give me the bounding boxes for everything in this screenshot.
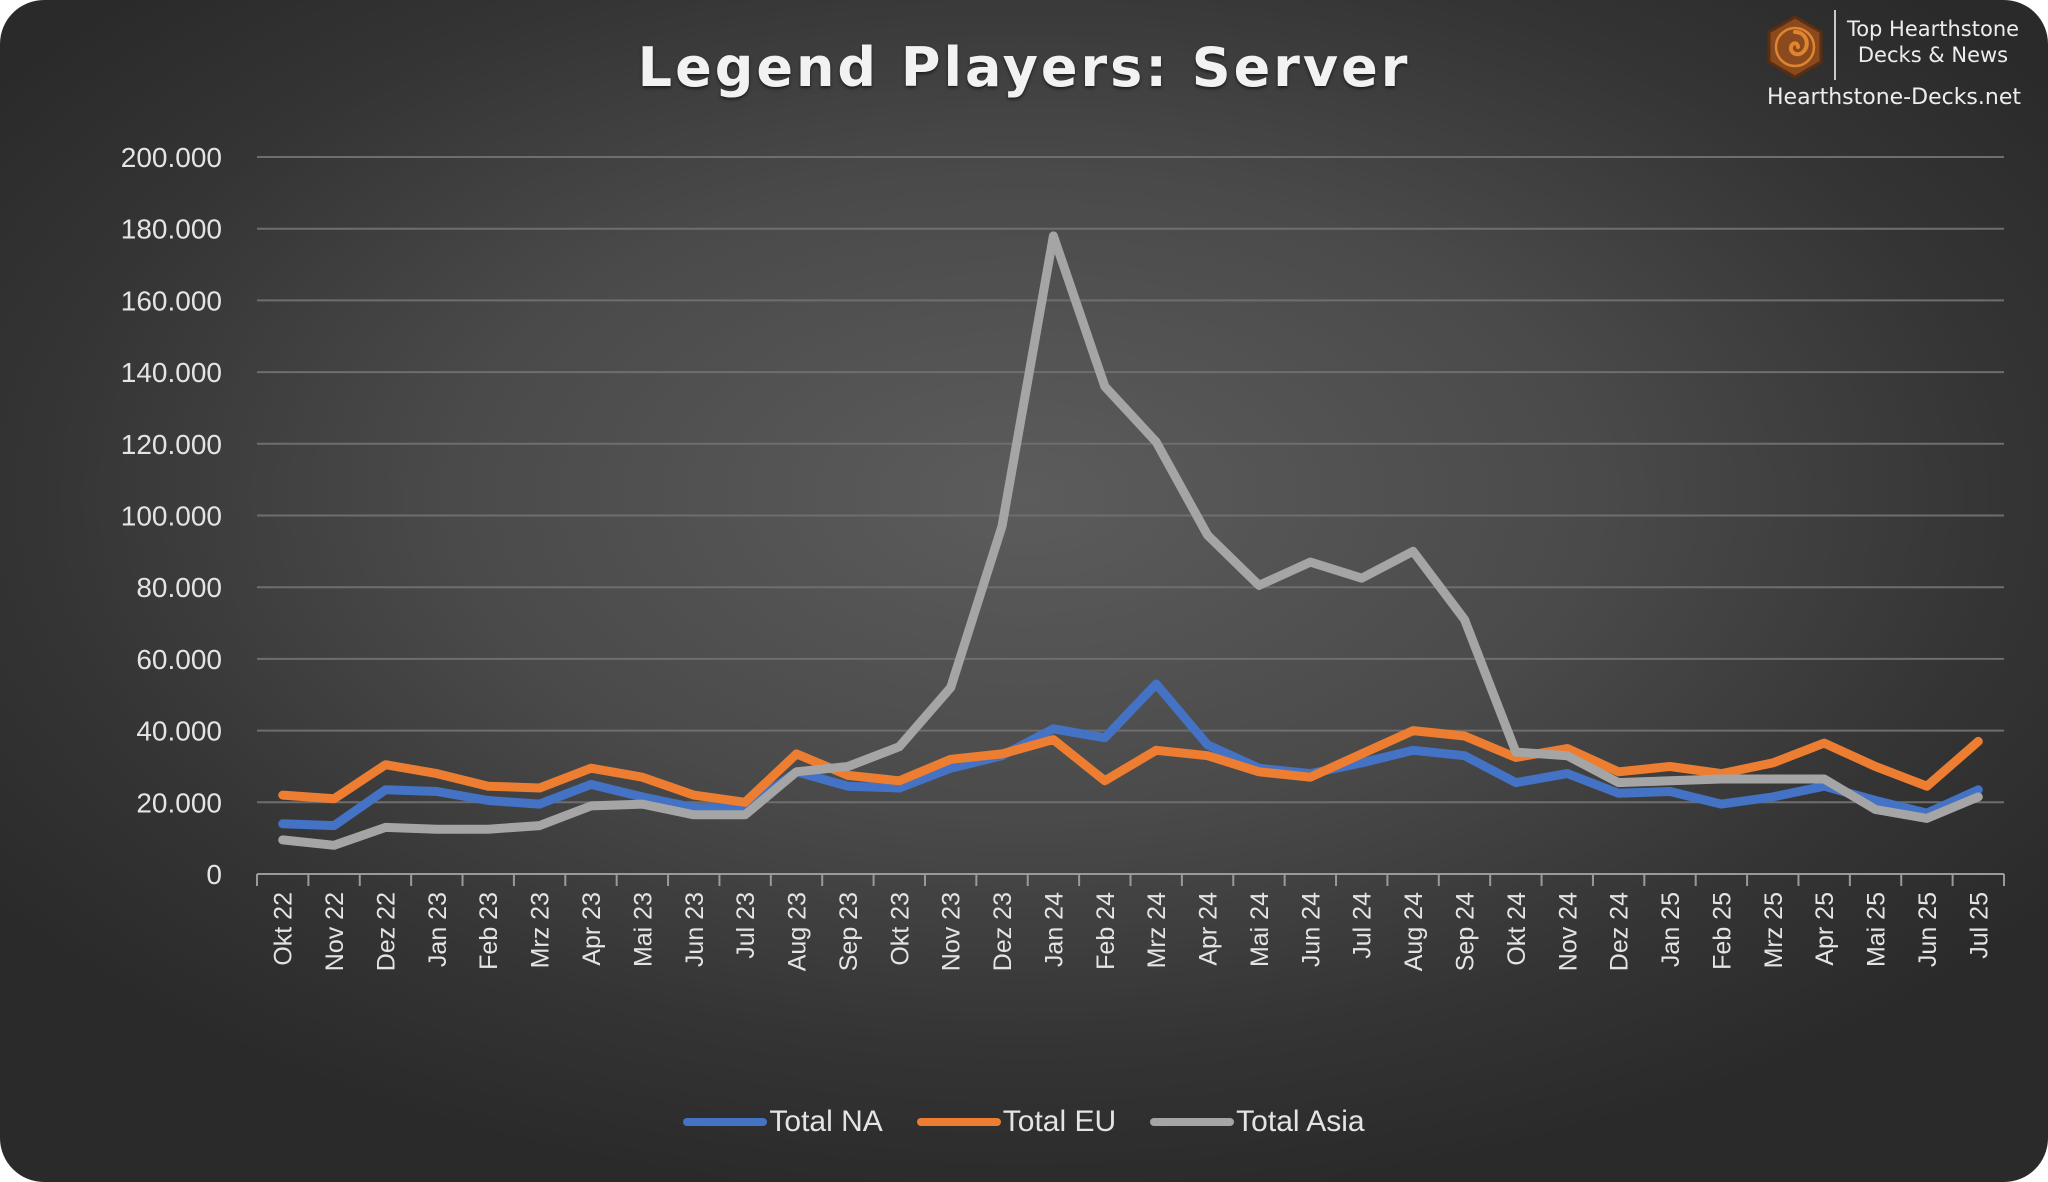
y-tick-label: 80.000	[136, 572, 222, 603]
x-axis	[256, 873, 2005, 886]
series-line-total-asia	[278, 231, 1983, 850]
y-tick-label: 120.000	[121, 429, 222, 460]
x-tick-label: Feb 23	[475, 892, 503, 970]
x-tick-label: Nov 24	[1554, 892, 1582, 971]
y-tick-label: 100.000	[121, 501, 222, 532]
logo-tagline-1: Top Hearthstone	[1846, 17, 2020, 41]
y-tick-label: 140.000	[121, 357, 222, 388]
x-tick-label: Mai 24	[1246, 892, 1274, 967]
x-tick-label: Apr 24	[1195, 892, 1223, 966]
y-tick-label: 0	[206, 859, 222, 890]
x-tick-label: Aug 24	[1400, 892, 1428, 971]
x-tick-label: Jan 23	[424, 892, 452, 967]
logo-divider	[1834, 10, 1836, 80]
x-tick-label: Jun 24	[1297, 892, 1325, 967]
legend-swatch	[1150, 1118, 1235, 1126]
x-tick-label: Apr 23	[578, 892, 606, 966]
y-tick-label: 160.000	[121, 285, 222, 316]
legend-label: Total Asia	[1236, 1105, 1365, 1138]
x-tick-label: Feb 24	[1092, 892, 1120, 970]
series-lines	[278, 231, 1983, 850]
x-tick-label: Okt 23	[886, 892, 914, 966]
x-tick-label: Okt 22	[270, 892, 298, 966]
x-tick-label: Jun 25	[1914, 892, 1942, 967]
legend-item-total-eu: Total EU	[916, 1102, 1117, 1142]
x-tick-label: Okt 24	[1503, 892, 1531, 966]
series-line-total-na	[278, 679, 1983, 831]
x-tick-label: Mai 23	[629, 892, 657, 967]
y-tick-label: 60.000	[136, 644, 222, 675]
x-axis-ticks: Okt 22 Nov 22 Dez 22 Jan 23 Feb 23 Mrz 23 Apr …	[270, 892, 1994, 971]
brand-logo: Top Hearthstone Decks & News Hearthstone…	[1764, 4, 2024, 114]
x-tick-label: Jan 25	[1657, 892, 1685, 967]
x-tick-label: Sep 24	[1451, 892, 1479, 971]
x-tick-label: Jun 23	[681, 892, 709, 967]
x-tick-label: Mai 25	[1863, 892, 1891, 967]
x-tick-label: Mrz 23	[527, 892, 555, 968]
legend-item-total-asia: Total Asia	[1150, 1102, 1365, 1142]
y-tick-label: 20.000	[136, 787, 222, 818]
logo-tagline-2: Decks & News	[1857, 43, 2009, 67]
y-axis-ticks: 0 20.000 40.000 60.000 80.000 100.000 120.000 1…	[121, 142, 222, 890]
x-tick-label: Aug 23	[784, 892, 812, 971]
logo-site-name: Hearthstone-Decks.net	[1766, 85, 2021, 110]
legend-label: Total EU	[1002, 1105, 1117, 1138]
y-tick-label: 180.000	[121, 214, 222, 245]
x-tick-label: Jul 23	[732, 892, 760, 959]
x-tick-label: Mrz 24	[1143, 892, 1171, 969]
y-tick-label: 40.000	[136, 716, 222, 747]
gridlines	[257, 156, 2004, 804]
x-tick-label: Feb 25	[1708, 892, 1736, 970]
x-tick-label: Dez 22	[372, 892, 400, 971]
x-tick-label: Jul 25	[1965, 892, 1993, 959]
chart-title: Legend Players: Server	[637, 36, 1411, 99]
legend-swatch	[683, 1118, 768, 1126]
x-tick-label: Dez 23	[989, 892, 1017, 971]
x-tick-label: Jul 24	[1349, 892, 1377, 959]
legend-label: Total NA	[769, 1105, 883, 1138]
x-tick-label: Nov 23	[938, 892, 966, 971]
legend-item-total-na: Total NA	[683, 1102, 883, 1142]
x-tick-label: Dez 24	[1606, 892, 1634, 971]
x-tick-label: Sep 23	[835, 892, 863, 971]
legend-swatch	[916, 1118, 1001, 1126]
x-tick-label: Mrz 25	[1760, 892, 1788, 968]
y-tick-label: 200.000	[121, 142, 222, 173]
chart-legend: Total NA Total EU Total Asia	[0, 1102, 2048, 1142]
series-line-total-eu	[278, 726, 1983, 807]
x-tick-label: Jan 24	[1040, 892, 1068, 967]
hearthstone-logo-icon	[1767, 15, 1823, 79]
x-tick-label: Apr 25	[1811, 892, 1839, 966]
x-tick-label: Nov 22	[321, 892, 349, 971]
